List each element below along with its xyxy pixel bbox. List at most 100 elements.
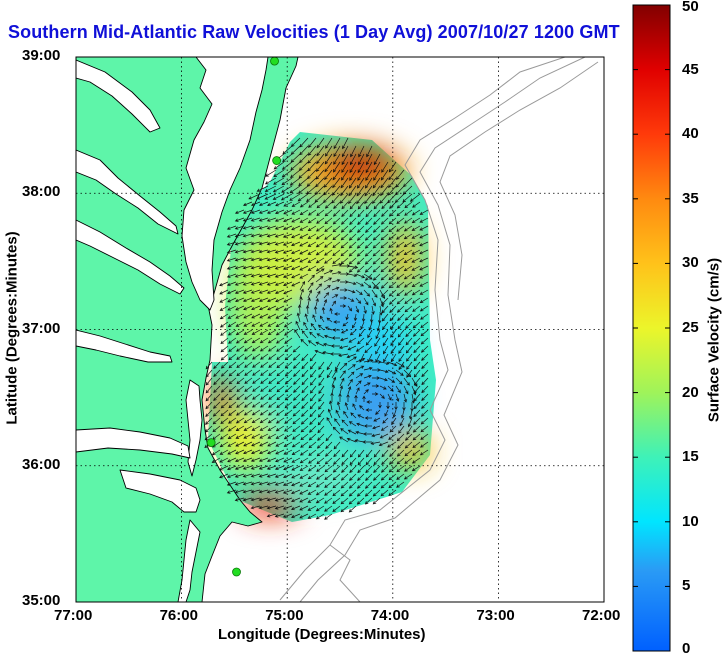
velocity-vector	[405, 345, 413, 354]
velocity-vector	[386, 402, 390, 410]
velocity-vector	[299, 201, 309, 208]
velocity-vector	[347, 364, 356, 371]
velocity-vector	[291, 217, 301, 223]
velocity-vector	[291, 473, 301, 479]
velocity-vector	[347, 429, 357, 435]
velocity-vector	[323, 285, 331, 291]
velocity-vector	[355, 365, 365, 371]
velocity-vector	[406, 369, 413, 378]
velocity-vector	[349, 161, 357, 174]
velocity-vector	[250, 457, 261, 462]
velocity-vector	[396, 473, 405, 480]
velocity-vector	[340, 505, 349, 513]
velocity-vector	[234, 225, 245, 230]
velocity-vector	[308, 433, 317, 441]
velocity-vector	[355, 373, 364, 379]
velocity-vector	[307, 481, 317, 487]
colorbar-ticks	[633, 4, 670, 652]
velocity-vector	[405, 329, 413, 338]
velocity-vector	[324, 201, 333, 209]
velocity-vector	[306, 185, 317, 195]
velocity-vector	[324, 465, 333, 473]
velocity-vector	[226, 233, 237, 238]
velocity-vector	[226, 273, 237, 278]
velocity-vector	[331, 286, 340, 291]
velocity-vector	[372, 193, 381, 204]
velocity-vector	[251, 313, 261, 319]
velocity-vector	[259, 441, 269, 447]
velocity-vector	[307, 473, 317, 480]
velocity-vector	[308, 201, 317, 208]
velocity-vector	[363, 366, 373, 371]
velocity-vector	[242, 273, 253, 278]
velocity-vector	[227, 321, 237, 328]
velocity-vector	[324, 513, 333, 520]
velocity-vector	[355, 281, 365, 287]
velocity-vector	[258, 265, 269, 270]
velocity-vector	[315, 169, 325, 180]
velocity-vector	[341, 457, 349, 466]
velocity-vector	[242, 481, 253, 486]
velocity-vector	[349, 169, 357, 181]
velocity-vector	[364, 193, 373, 205]
velocity-vector	[356, 497, 365, 505]
velocity-vector	[243, 329, 253, 335]
velocity-vector	[339, 370, 346, 379]
velocity-vector	[266, 465, 277, 470]
velocity-vector	[309, 377, 317, 386]
velocity-vector	[227, 441, 237, 447]
velocity-vector	[284, 337, 293, 344]
velocity-vector	[381, 289, 389, 297]
velocity-vector	[276, 361, 285, 369]
velocity-vector	[234, 481, 245, 486]
velocity-vector	[318, 401, 325, 410]
velocity-vector	[357, 457, 365, 466]
velocity-vector	[395, 257, 405, 264]
velocity-vector	[250, 473, 261, 478]
velocity-vector	[372, 376, 381, 380]
velocity-vector	[267, 433, 277, 439]
velocity-vector	[411, 273, 421, 279]
velocity-vector	[282, 505, 293, 510]
velocity-vector	[293, 385, 301, 393]
velocity-vector	[332, 465, 341, 473]
velocity-vector	[259, 305, 269, 311]
velocity-vector	[252, 385, 261, 392]
velocity-vector	[348, 489, 357, 497]
velocity-vector	[316, 153, 325, 165]
velocity-vector	[268, 353, 277, 360]
velocity-vector	[228, 409, 237, 416]
velocity-vector	[411, 465, 421, 472]
velocity-vector	[274, 241, 285, 246]
velocity-vector	[419, 449, 429, 456]
velocity-vector	[347, 297, 355, 302]
velocity-vector	[332, 241, 341, 249]
velocity-vector	[243, 305, 253, 311]
velocity-vector	[316, 145, 325, 157]
velocity-vector	[325, 145, 333, 157]
velocity-vector	[419, 217, 429, 223]
velocity-vector	[316, 457, 325, 465]
velocity-vector	[372, 384, 380, 388]
velocity-vector	[347, 289, 356, 294]
velocity-vector	[235, 433, 245, 439]
velocity-vector	[268, 377, 277, 384]
velocity-vector	[307, 505, 317, 511]
velocity-vector	[350, 412, 357, 419]
velocity-vector	[297, 185, 309, 194]
velocity-vector	[284, 377, 293, 385]
velocity-vector	[332, 233, 341, 241]
velocity-vector	[340, 225, 349, 233]
velocity-vector	[260, 393, 269, 400]
velocity-vector	[332, 169, 341, 181]
colorbar-tick-label: 15	[682, 448, 699, 466]
velocity-vector	[220, 385, 229, 393]
velocity-vector	[259, 313, 269, 319]
velocity-vector	[316, 137, 325, 149]
velocity-vector	[333, 441, 341, 450]
velocity-vector	[205, 393, 213, 402]
velocity-vector	[332, 217, 341, 225]
velocity-vector	[234, 465, 245, 470]
velocity-vector	[299, 233, 309, 239]
velocity-vector	[421, 377, 429, 386]
